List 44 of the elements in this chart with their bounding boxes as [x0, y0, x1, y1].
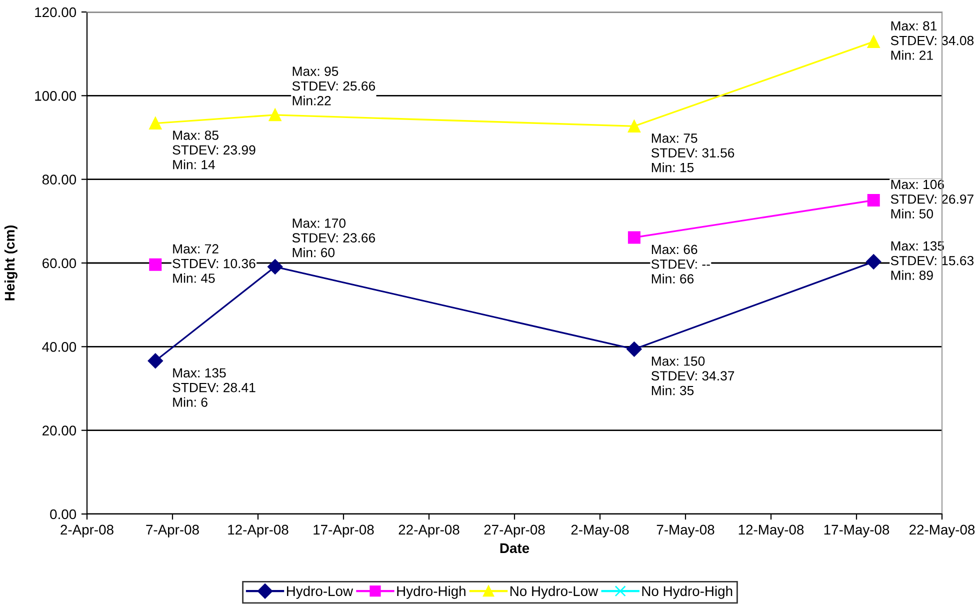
- x-tick-label: 22-Apr-08: [398, 524, 460, 538]
- point: [268, 259, 283, 274]
- x-tick-label: 12-Apr-08: [228, 524, 288, 538]
- point: [628, 231, 640, 244]
- point: [149, 258, 162, 271]
- annotation: Max: 150 STDEV: 34.37 Min: 35: [651, 356, 734, 396]
- x-tick-label: 12-May-08: [738, 524, 804, 538]
- annotation: Max: 66 STDEV: -- Min: 66: [651, 244, 710, 284]
- x-axis-title: Date: [500, 543, 530, 554]
- annotation: Max: 75 STDEV: 31.56 Min: 15: [651, 134, 734, 172]
- point: [867, 35, 880, 48]
- point: [867, 194, 880, 206]
- x-tick-label: 27-Apr-08: [484, 524, 545, 538]
- point: [268, 108, 282, 122]
- annotation: Max: 85 STDEV: 23.99 Min: 14: [172, 130, 256, 170]
- y-tick-label: 120.00: [35, 7, 76, 18]
- y-tick-label: 80.00: [42, 174, 76, 185]
- y-tick-label: 60.00: [42, 258, 76, 268]
- y-tick-label: 40.00: [42, 342, 76, 352]
- annotation: Max: 135 STDEV: 28.41 Min: 6: [172, 368, 256, 407]
- x-tick-label: 7-Apr-08: [146, 524, 199, 538]
- y-tick-label: 100.00: [35, 91, 76, 101]
- x-tick-label: 17-May-08: [824, 524, 890, 538]
- legend-label: No Hydro-Low: [510, 586, 598, 599]
- legend-label: Hydro-High: [397, 586, 466, 599]
- legend-label: Hydro-Low: [287, 586, 354, 599]
- x-tick-label: 17-Apr-08: [314, 524, 374, 538]
- x-tick-label: 22-May-08: [910, 524, 975, 538]
- x-tick-label: 2-Apr-08: [60, 524, 114, 538]
- point: [626, 342, 642, 357]
- annotation: Max: 95 STDEV: 25.66 Min:22: [292, 66, 376, 106]
- y-tick-label: 0.00: [50, 509, 76, 520]
- annotation: Max: 72 STDEV: 10.36 Min: 45: [172, 244, 256, 283]
- annotation: Max: 170 STDEV: 23.66 Min: 60: [292, 218, 376, 258]
- y-tick-label: 20.00: [42, 426, 76, 436]
- legend-label: No Hydro-High: [642, 586, 732, 599]
- point: [866, 254, 882, 270]
- y-axis-title: Height (cm): [4, 225, 18, 300]
- annotation: Max: 81 STDEV: 34.08 Min: 21: [890, 21, 974, 60]
- point: [628, 120, 640, 132]
- point: [149, 117, 162, 130]
- x-tick-label: 2-May-08: [571, 524, 629, 538]
- x-tick-label: 7-May-08: [656, 524, 714, 538]
- point: [148, 353, 163, 368]
